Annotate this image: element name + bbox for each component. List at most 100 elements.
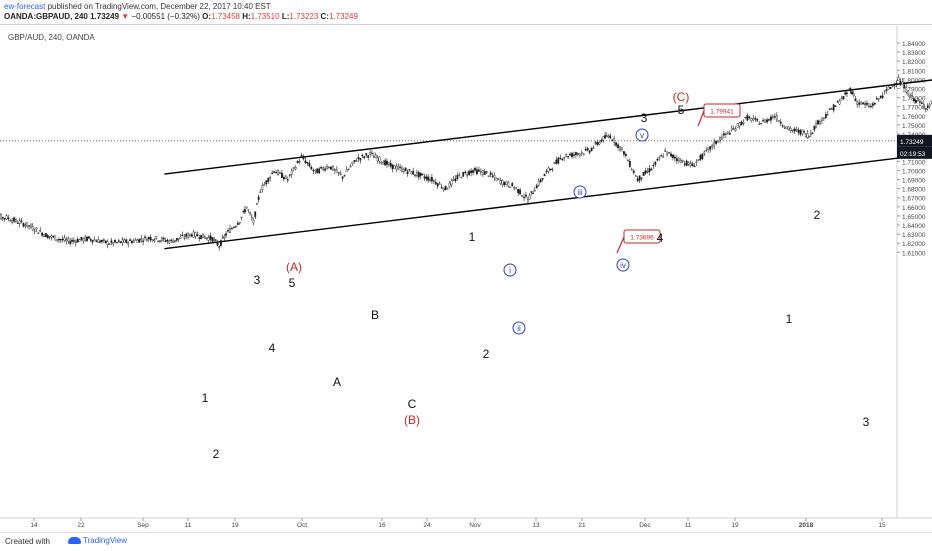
candle-body (685, 160, 688, 166)
candle-body (229, 228, 231, 233)
y-tick-label: 1.77000 (902, 105, 926, 112)
candle-body (734, 128, 737, 131)
candle-body (406, 171, 409, 174)
candle-body (117, 240, 120, 242)
candle-body (22, 223, 25, 227)
chart-frame[interactable] (0, 24, 932, 533)
candle-body (333, 169, 336, 171)
candle-body (343, 174, 346, 177)
candle-body (730, 127, 733, 131)
price-chart[interactable]: 1.84000 1.83000 1.82000 1.81000 1.80000 1.790… (0, 0, 932, 532)
candle-body (233, 226, 235, 229)
candle-body (35, 227, 38, 230)
candle-body (220, 240, 222, 246)
candle-body (592, 147, 595, 149)
candle-body (483, 171, 486, 175)
candle-body (525, 194, 527, 197)
candle-body (183, 237, 186, 239)
candle-body (131, 241, 133, 244)
candles-group (0, 74, 932, 251)
candle-body (478, 169, 480, 172)
candle-body (672, 154, 674, 158)
candle-body (703, 151, 706, 154)
candle-body (795, 129, 798, 131)
candle-body (719, 137, 721, 141)
candle-body (760, 123, 763, 125)
candle-body (826, 114, 829, 116)
y-tick-label: 1.69000 (902, 178, 926, 185)
candle-body (634, 175, 637, 177)
candle-body (347, 168, 350, 171)
author-link[interactable]: ew-forecast (4, 2, 46, 11)
candle-body (273, 171, 275, 173)
candle-body (821, 117, 823, 122)
candle-body (507, 182, 510, 187)
candle-body (489, 172, 492, 175)
candle-body (351, 161, 354, 164)
candle-body (170, 239, 173, 241)
candle-body (926, 105, 929, 108)
candle-body (11, 219, 14, 223)
candle-body (67, 238, 70, 242)
candle-body (263, 184, 266, 186)
candle-body (442, 187, 445, 191)
candle-body (240, 216, 243, 219)
candle-body (770, 116, 772, 121)
tradingview-logo[interactable]: TradingView (68, 536, 127, 545)
candle-body (134, 239, 137, 241)
current-price-badge (897, 134, 932, 147)
x-tick-label: 19 (731, 522, 739, 529)
candle-body (756, 118, 759, 121)
candle-body (723, 133, 725, 136)
candle-body (380, 161, 383, 164)
candle-body (828, 108, 831, 110)
wave-label: 2 (483, 347, 490, 361)
candle-body (26, 222, 29, 227)
candle-body (481, 170, 484, 175)
wave-circle (635, 128, 649, 142)
candle-body (697, 159, 700, 161)
candle-body (265, 180, 268, 184)
candle-body (847, 89, 850, 91)
candle-body (535, 185, 538, 189)
y-tick-label: 1.65000 (902, 214, 926, 221)
candle-body (427, 176, 430, 181)
candle-body (460, 177, 463, 179)
candle-body (332, 166, 334, 171)
candle-body (306, 162, 309, 164)
candle-body (752, 117, 755, 121)
candle-body (545, 170, 548, 173)
candle-body (809, 132, 812, 135)
channel-lower-line (164, 153, 932, 250)
candle-body (322, 167, 324, 170)
candle-body (446, 188, 449, 190)
candle-body (801, 129, 804, 135)
candle-body (247, 209, 250, 211)
candle-body (750, 118, 753, 122)
candle-body (245, 206, 248, 209)
candle-body (56, 239, 58, 241)
candle-body (679, 159, 682, 164)
candle-body (48, 236, 51, 238)
candle-body (830, 108, 833, 111)
channel-upper-line (164, 79, 932, 175)
candle-body (3, 218, 6, 220)
candle-body (399, 166, 401, 169)
candle-body (179, 236, 182, 239)
symbol-name: OANDA:GBPAUD, 240 (4, 12, 88, 21)
candle-body (532, 192, 534, 195)
candle-body (732, 128, 735, 130)
open-label: O: (202, 12, 212, 21)
x-tick-label: 21 (578, 522, 586, 529)
candle-body (487, 175, 490, 177)
candle-body (891, 84, 894, 87)
candle-body (127, 242, 130, 245)
candle-body (296, 161, 299, 164)
candle-body (893, 85, 896, 87)
candle-body (211, 237, 214, 242)
candle-body (858, 102, 861, 105)
candle-body (543, 174, 546, 177)
candle-body (495, 177, 498, 181)
wave-label-circled: ii (517, 324, 521, 333)
candle-body (851, 91, 853, 95)
